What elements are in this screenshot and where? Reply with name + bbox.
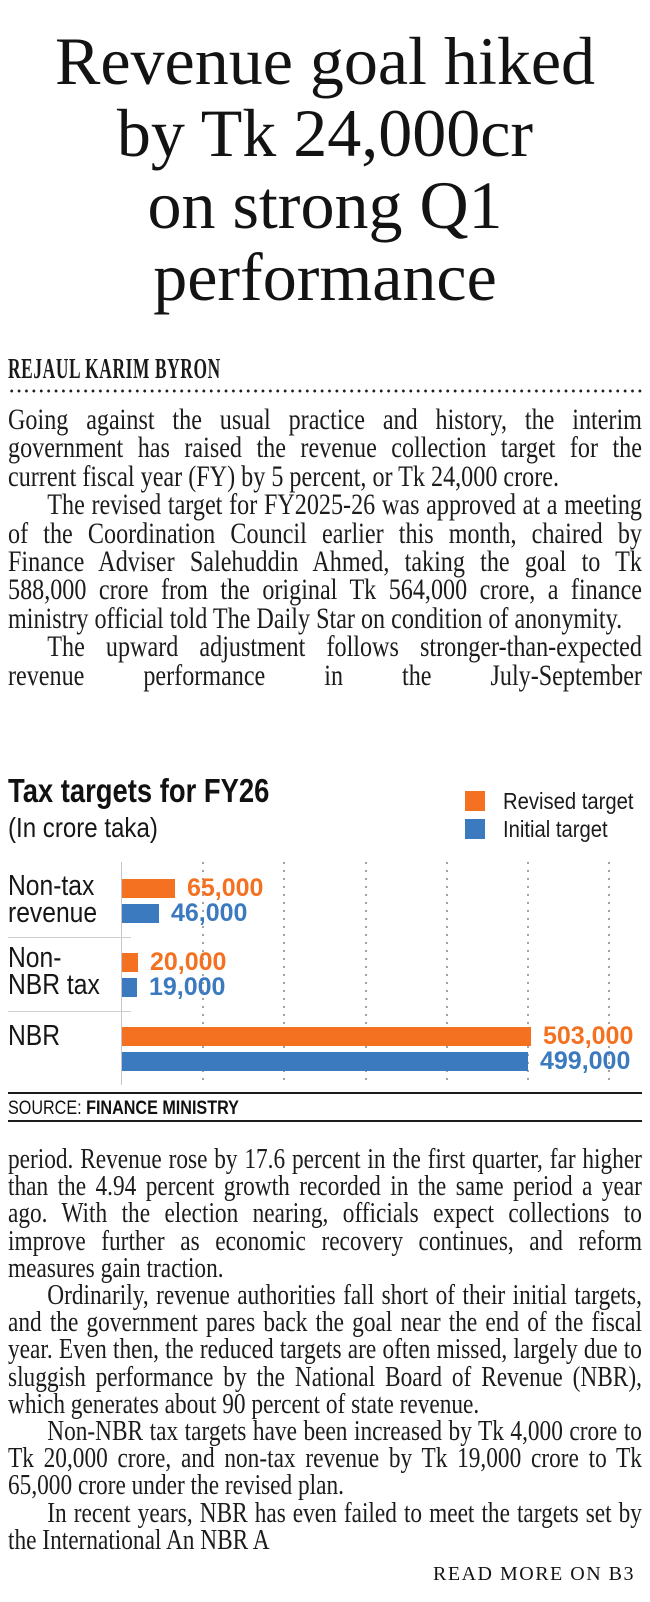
grid-line <box>446 862 448 1085</box>
legend-label-initial: Initial target <box>503 815 608 842</box>
article-paragraph: The revised target for FY2025-26 was app… <box>8 489 642 635</box>
bar-revised-non-nbr <box>122 953 138 972</box>
headline-line-1: Revenue goal hiked <box>54 23 596 99</box>
bar-value-label: 499,000 <box>540 1047 631 1075</box>
category-label-non-tax-revenue: Non-tax revenue <box>8 870 98 929</box>
article-paragraph: The upward adjustment follows stronger-t… <box>8 631 642 692</box>
headline-line-3: on strong Q1 <box>147 167 503 243</box>
revised-target-swatch-icon <box>465 791 485 811</box>
bar-row: 65,000 <box>122 874 264 902</box>
chart-subtitle: (In crore taka) <box>8 812 158 843</box>
headline-line-4: performance <box>153 239 497 315</box>
bar-row: 46,000 <box>122 899 248 927</box>
bar-revised-nbr <box>122 1027 531 1046</box>
grid-line <box>527 862 529 1085</box>
article-body-top: Going against the usual practice and his… <box>8 404 642 692</box>
article-paragraph: period. Revenue rose by 17.6 percent in … <box>8 1144 642 1284</box>
bar-value-label: 19,000 <box>149 973 226 1001</box>
headline-line-2: by Tk 24,000cr <box>116 95 534 171</box>
article-paragraph: In recent years, NBR has even failed to … <box>8 1497 642 1556</box>
source-rule-bottom <box>8 1120 642 1122</box>
grid-line <box>283 862 285 1085</box>
bar-row: 19,000 <box>122 973 226 1001</box>
bar-row: 499,000 <box>122 1047 631 1075</box>
bar-initial-non-nbr <box>122 978 137 997</box>
grid-line <box>365 862 367 1085</box>
chart-title: Tax targets for FY26 <box>8 772 270 809</box>
source-rule-top <box>8 1092 642 1094</box>
bar-row: 20,000 <box>122 948 227 976</box>
source-value: FINANCE MINISTRY <box>86 1098 239 1119</box>
category-label-nbr: NBR <box>8 1020 61 1052</box>
legend-item-revised: Revised target <box>465 787 650 814</box>
category-separator <box>8 937 131 938</box>
bar-value-label: 503,000 <box>543 1022 634 1050</box>
source-label: SOURCE: <box>8 1098 82 1119</box>
article-paragraph: Going against the usual practice and his… <box>8 404 642 493</box>
article-paragraph: Ordinarily, revenue authorities fall sho… <box>8 1280 642 1420</box>
article-body-bottom: period. Revenue rose by 17.6 percent in … <box>8 1144 642 1556</box>
bar-initial-nbr <box>122 1052 528 1071</box>
grid-line <box>608 862 610 1085</box>
article-paragraph: Non-NBR tax targets have been increased … <box>8 1416 642 1502</box>
y-axis-line <box>121 862 122 1085</box>
byline: REJAUL KARIM BYRON <box>8 354 221 385</box>
dotted-divider <box>8 389 642 393</box>
grid-line <box>202 862 204 1085</box>
bar-value-label: 46,000 <box>171 899 248 927</box>
initial-target-swatch-icon <box>465 819 485 839</box>
bar-value-label: 65,000 <box>187 874 264 902</box>
legend-label-revised: Revised target <box>503 787 634 814</box>
read-more-link[interactable]: READ MORE ON B3 <box>433 1563 635 1585</box>
category-label-non-nbr-tax: Non- NBR tax <box>8 942 100 1001</box>
category-separator <box>8 1011 131 1012</box>
legend-item-initial: Initial target <box>465 815 622 842</box>
chart-source: SOURCE: FINANCE MINISTRY <box>8 1098 239 1120</box>
bar-value-label: 20,000 <box>150 948 227 976</box>
bar-revised-non-tax <box>122 879 175 898</box>
article-headline: Revenue goal hiked by Tk 24,000cr on str… <box>0 25 650 313</box>
bar-row: 503,000 <box>122 1022 634 1050</box>
bar-initial-non-tax <box>122 904 159 923</box>
